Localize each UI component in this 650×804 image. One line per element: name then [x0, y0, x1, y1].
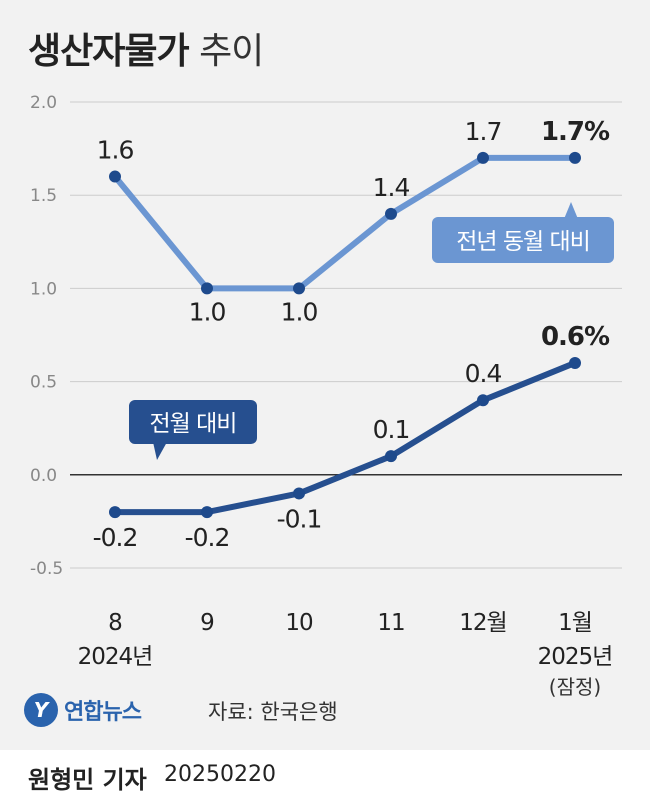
- data-point-yoy: [569, 151, 581, 164]
- data-point-mom: [201, 506, 213, 519]
- data-label-mom: -0.2: [185, 523, 230, 552]
- y-tick-label: 1.5: [30, 186, 57, 206]
- data-point-yoy: [109, 170, 121, 183]
- line-chart: 2.0 1.5 1.0 0.5 0.0 -0.5 1.6 1.0 1.0 1.4 1.7 1.7% -…: [30, 93, 622, 699]
- data-point-mom: [385, 450, 397, 463]
- series-line-mom: [112, 359, 578, 516]
- x-year-label: 2024년: [78, 644, 153, 670]
- x-tick-label: 9: [200, 610, 214, 636]
- data-label-mom: -0.1: [277, 504, 322, 533]
- y-tick-label: 2.0: [30, 93, 57, 113]
- data-label-mom: 0.6%: [541, 322, 610, 352]
- legend-pointer-yoy: [564, 202, 578, 219]
- logo-name: 연합뉴스: [64, 700, 142, 725]
- footer: 원형민 기자 20250220: [0, 750, 650, 804]
- reporter-name: 원형민 기자: [28, 766, 147, 794]
- publish-date: 20250220: [164, 762, 276, 787]
- x-tick-label: 12월: [459, 610, 506, 636]
- data-label-yoy: 1.4: [373, 173, 410, 202]
- x-tick-label: 8: [108, 610, 122, 636]
- series-line-yoy: [112, 154, 578, 292]
- data-source: 자료: 한국은행: [208, 700, 338, 724]
- x-tick-label: 1월: [558, 610, 592, 636]
- title-main: 생산자물가: [28, 31, 190, 72]
- legend-box-yoy: [432, 217, 614, 263]
- publisher-logo: Y 연합뉴스: [24, 690, 142, 730]
- x-tick-label: 10: [285, 610, 313, 636]
- x-year-label: 2025년: [538, 644, 613, 670]
- y-tick-label: -0.5: [30, 559, 63, 579]
- data-point-mom: [293, 487, 305, 500]
- data-point-yoy: [477, 151, 489, 164]
- data-point-yoy: [385, 207, 397, 220]
- data-point-yoy: [201, 282, 213, 295]
- data-label-mom: 0.4: [465, 359, 502, 388]
- legend-box-mom: [129, 400, 257, 444]
- x-note-label: (잠정): [549, 675, 601, 699]
- legend-label-yoy: 전년 동월 대비: [456, 229, 590, 255]
- y-tick-label: 0.0: [30, 466, 57, 486]
- data-label-mom: -0.2: [93, 523, 138, 552]
- y-tick-label: 0.5: [30, 373, 57, 393]
- title-sub: 추이: [199, 31, 264, 72]
- data-label-yoy: 1.7: [465, 117, 502, 146]
- legend-pointer-mom: [153, 442, 167, 460]
- data-label-yoy: 1.6: [97, 136, 134, 165]
- data-label-mom: 0.1: [373, 415, 410, 444]
- data-label-yoy: 1.7%: [541, 117, 610, 147]
- x-tick-label: 11: [377, 610, 404, 636]
- chart-title: 생산자물가 추이: [28, 22, 264, 74]
- data-label-yoy: 1.0: [189, 297, 226, 326]
- data-point-mom: [569, 356, 581, 369]
- data-point-mom: [109, 506, 121, 519]
- data-point-yoy: [293, 282, 305, 295]
- data-label-yoy: 1.0: [281, 297, 318, 326]
- legend-label-mom: 전월 대비: [150, 411, 237, 437]
- y-tick-label: 1.0: [30, 279, 57, 299]
- logo-mark: Y: [24, 693, 58, 727]
- data-point-mom: [477, 394, 489, 407]
